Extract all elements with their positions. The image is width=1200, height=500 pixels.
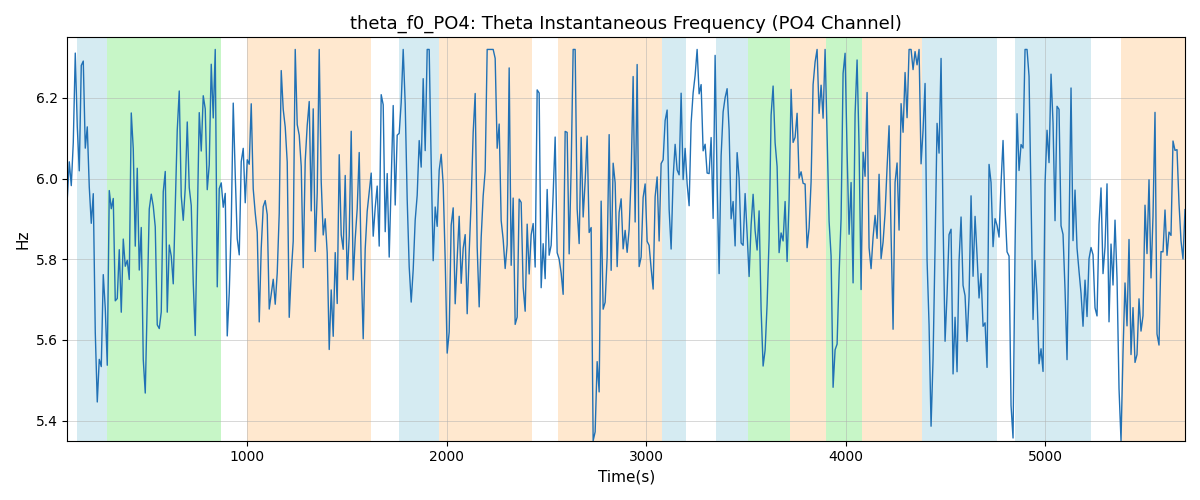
Bar [748, 38, 790, 440]
Bar [790, 38, 826, 440]
Bar [438, 38, 533, 440]
Bar [862, 38, 922, 440]
Bar [1121, 38, 1184, 440]
Bar [558, 38, 662, 440]
Title: theta_f0_PO4: Theta Instantaneous Frequency (PO4 Channel): theta_f0_PO4: Theta Instantaneous Freque… [350, 15, 902, 34]
Bar [1015, 38, 1091, 440]
Bar [77, 38, 107, 440]
Bar [247, 38, 371, 440]
X-axis label: Time(s): Time(s) [598, 470, 655, 485]
Bar [922, 38, 997, 440]
Bar [716, 38, 748, 440]
Bar [398, 38, 438, 440]
Bar [107, 38, 221, 440]
Bar [662, 38, 686, 440]
Bar [826, 38, 862, 440]
Y-axis label: Hz: Hz [16, 230, 30, 249]
